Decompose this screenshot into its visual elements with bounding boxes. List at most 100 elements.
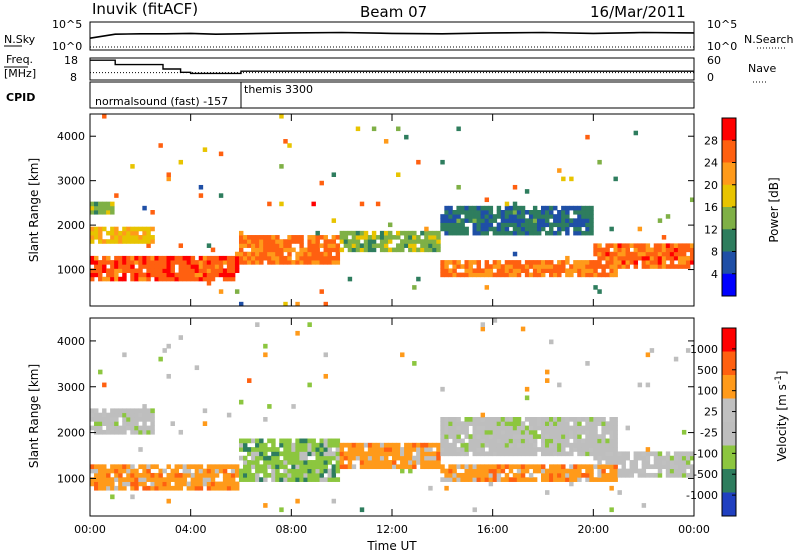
heatmap-cell (367, 239, 373, 244)
heatmap-cell (577, 434, 582, 439)
heatmap-cell (243, 438, 248, 444)
heatmap-cell (553, 477, 558, 482)
heatmap-cell (279, 114, 284, 119)
heatmap-cell (404, 230, 409, 236)
heatmap-cell (126, 235, 131, 240)
nsky-label: N.Sky (4, 33, 36, 46)
heatmap-cell (488, 472, 494, 478)
heatmap-cell (424, 230, 429, 236)
heatmap-cell (633, 260, 639, 265)
heatmap-cell (565, 421, 570, 426)
heatmap-cell (565, 451, 570, 457)
heatmap-cell (198, 464, 204, 470)
heatmap-cell (464, 268, 469, 273)
heatmap-cell (452, 472, 457, 478)
heatmap-cell (408, 447, 413, 452)
heatmap-cell (561, 417, 566, 422)
heatmap-cell (347, 451, 353, 457)
heatmap-cell (343, 451, 349, 457)
heatmap-cell (371, 239, 377, 244)
heatmap-cell (404, 239, 409, 244)
heatmap-cell (94, 230, 99, 236)
heatmap-cell (516, 468, 522, 474)
heatmap-cell (528, 434, 534, 439)
heatmap-cell (150, 477, 155, 482)
heatmap-cell (150, 421, 155, 426)
heatmap-cell (633, 464, 639, 470)
heatmap-cell (303, 438, 308, 444)
heatmap-cell (508, 417, 514, 422)
heatmap-cell (424, 243, 429, 248)
heatmap-cell (436, 247, 441, 253)
heatmap-cell (452, 421, 457, 426)
heatmap-cell (428, 451, 433, 457)
heatmap-cell (577, 222, 582, 228)
heatmap-cell (428, 464, 433, 470)
heatmap-cell (243, 243, 248, 248)
heatmap-cell (625, 255, 630, 261)
heatmap-cell (174, 477, 179, 482)
heatmap-cell (549, 451, 554, 457)
heatmap-cell (371, 126, 377, 132)
heatmap-cell (528, 464, 534, 470)
heatmap-cell (283, 464, 288, 470)
heatmap-cell (138, 429, 143, 435)
heatmap-cell (492, 468, 498, 474)
heatmap-cell (528, 272, 534, 278)
heatmap-cell (178, 260, 184, 265)
heatmap-cell (327, 243, 332, 248)
heatmap-cell (456, 451, 461, 457)
heatmap-cell (299, 455, 304, 461)
heatmap-cell (263, 255, 268, 261)
heatmap-cell (267, 438, 272, 444)
heatmap-cell (130, 260, 135, 265)
heatmap-cell (190, 472, 196, 478)
heatmap-cell (649, 472, 655, 478)
heatmap-cell (162, 481, 167, 487)
heatmap-cell (673, 356, 679, 362)
heatmap-cell (387, 447, 393, 452)
heatmap-cell (238, 438, 244, 444)
heatmap-cell (247, 243, 252, 248)
heatmap-cell (106, 268, 111, 273)
heatmap-cell (202, 255, 208, 261)
heatmap-cell (142, 404, 147, 409)
heatmap-cell (134, 468, 139, 474)
heatmap-cell (371, 451, 377, 457)
heatmap-cell (617, 490, 622, 495)
heatmap-cell (255, 451, 260, 457)
heatmap-cell (496, 447, 502, 452)
heatmap-cell (315, 464, 320, 470)
colorbar-segment (722, 492, 736, 517)
noise-ytick-bottom-right: 10^0 (707, 40, 737, 53)
heatmap-cell (94, 412, 99, 418)
heatmap-cell (661, 235, 667, 240)
heatmap-cell (98, 425, 103, 431)
heatmap-cell (275, 260, 280, 265)
heatmap-cell (142, 230, 147, 236)
heatmap-cell (565, 255, 570, 261)
heatmap-cell (561, 442, 566, 448)
heatmap-cell (665, 451, 671, 457)
heatmap-cell (214, 468, 220, 474)
heatmap-cell (589, 210, 594, 215)
heatmap-cell (102, 472, 107, 478)
heatmap-cell (464, 272, 469, 278)
heatmap-cell (98, 264, 103, 269)
heatmap-cell (553, 438, 558, 444)
heatmap-cell (90, 255, 95, 261)
heatmap-cell (472, 451, 477, 457)
heatmap-cell (323, 455, 328, 461)
heatmap-cell (331, 468, 337, 474)
heatmap-cell (456, 230, 461, 236)
heatmap-cell (528, 210, 534, 215)
heatmap-cell (653, 260, 659, 265)
heatmap-cell (577, 205, 582, 211)
heatmap-cell (665, 472, 671, 478)
heatmap-cell (585, 477, 590, 482)
heatmap-cell (98, 201, 103, 207)
heatmap-cell (448, 434, 453, 439)
heatmap-cell (291, 239, 296, 244)
heatmap-cell (428, 243, 433, 248)
heatmap-cell (573, 464, 578, 470)
